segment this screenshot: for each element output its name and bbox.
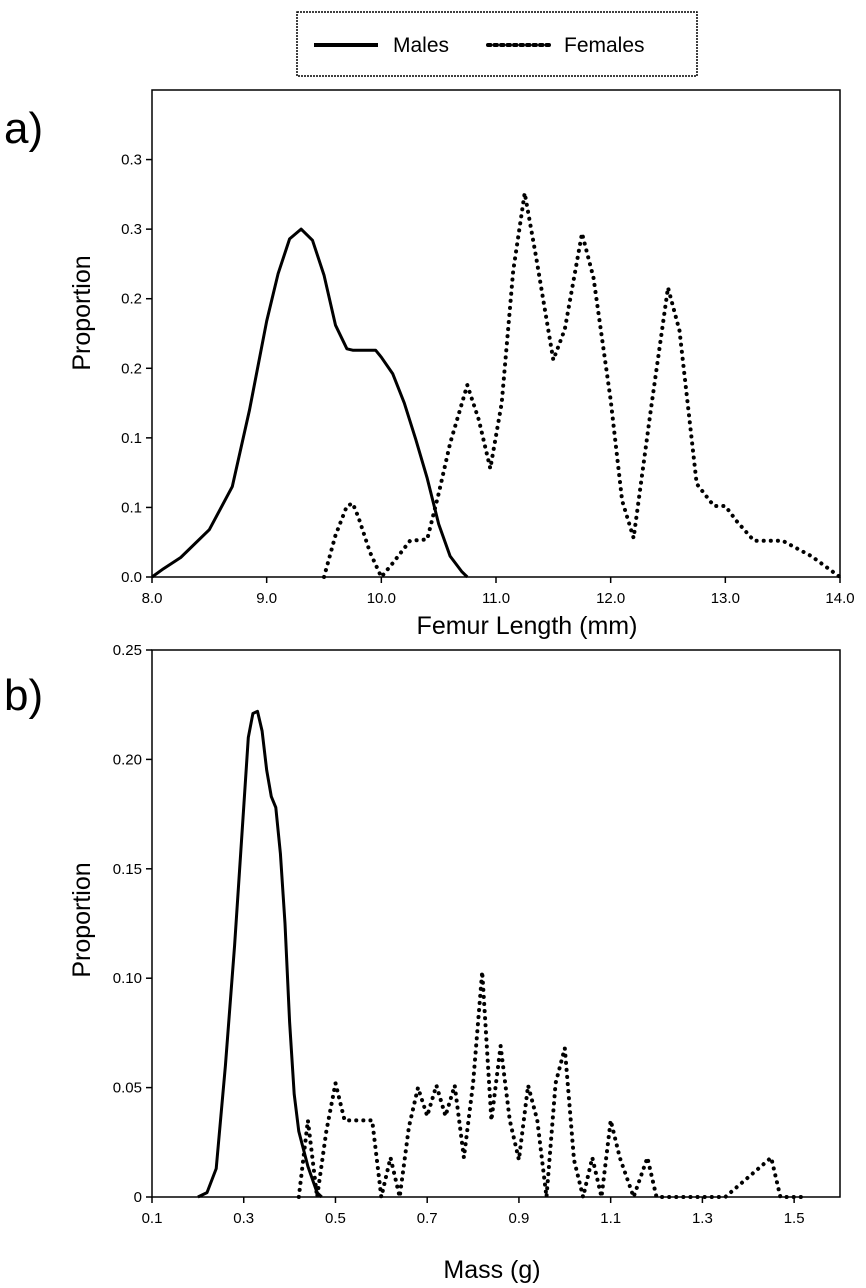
y-tick-label: 0.10 (113, 970, 142, 987)
plot-frame (151, 89, 841, 578)
plot-frame (151, 649, 841, 1198)
panel-b-y-axis-title: Proportion (68, 862, 96, 977)
series-line-females (296, 969, 806, 1199)
x-tick-label: 10.0 (367, 590, 396, 607)
x-tick-label: 1.3 (692, 1210, 713, 1227)
y-tick-label: 0.2 (121, 360, 142, 377)
x-tick-label: 1.5 (784, 1210, 805, 1227)
y-tick-label: 0.1 (121, 499, 142, 516)
x-tick-label: 11.0 (482, 590, 510, 607)
series-line-males (151, 227, 469, 579)
y-tick-label: 0.2 (121, 291, 142, 308)
y-tick-label: 0 (134, 1189, 142, 1206)
panel-b: 0.1 0.3 0.5 0.7 0.9 1.1 1.3 1.5 0 0.05 0.10 0.15 0.2… (113, 642, 841, 1227)
x-tick-label: 13.0 (711, 590, 740, 607)
y-tick-label: 0.1 (121, 430, 142, 447)
panel-a-y-axis-title: Proportion (68, 255, 96, 370)
x-tick-label: 12.0 (596, 590, 625, 607)
x-tick-label: 0.3 (233, 1210, 254, 1227)
panel-a-x-axis-title: Femur Length (mm) (417, 612, 638, 640)
panel-a-label: a) (4, 104, 43, 153)
panel-b-x-axis-title: Mass (g) (443, 1256, 540, 1284)
series-line-females (322, 191, 842, 579)
x-tick-label: 0.9 (509, 1210, 530, 1227)
x-tick-label: 14.0 (825, 590, 854, 607)
x-tick-label: 1.1 (600, 1210, 621, 1227)
series-line-males (197, 709, 323, 1199)
y-tick-label: 0.20 (113, 751, 142, 768)
legend: Males Females (296, 11, 698, 77)
y-tick-label: 0.05 (113, 1080, 142, 1097)
legend-females-label: Females (564, 34, 645, 57)
x-tick-label: 0.7 (417, 1210, 438, 1227)
x-tick-label: 8.0 (142, 590, 163, 607)
y-tick-label: 0.3 (121, 221, 142, 238)
y-tick-label: 0.25 (113, 642, 142, 659)
panel-a: 8.0 9.0 10.0 11.0 12.0 13.0 14.0 0.0 0.1 0.1 0.2 0.… (121, 89, 855, 607)
x-tick-label: 9.0 (256, 590, 277, 607)
y-tick-label: 0.0 (121, 569, 142, 586)
legend-males-label: Males (393, 34, 449, 57)
x-tick-label: 0.5 (325, 1210, 346, 1227)
panel-b-label: b) (4, 671, 43, 720)
y-tick-label: 0.3 (121, 152, 142, 169)
y-tick-label: 0.15 (113, 861, 142, 878)
x-tick-label: 0.1 (142, 1210, 163, 1227)
